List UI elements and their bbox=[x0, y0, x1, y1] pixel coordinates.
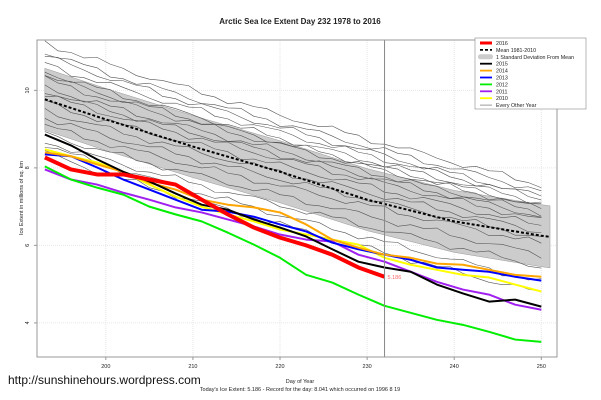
every-other-year-line bbox=[44, 95, 542, 218]
x-tick-label: 250 bbox=[537, 364, 546, 370]
every-other-year-line bbox=[44, 124, 542, 244]
series-line-2016 bbox=[44, 155, 386, 279]
every-other-year-line bbox=[44, 55, 542, 197]
legend-label: 2011 bbox=[496, 89, 507, 95]
y-tick-label: 8 bbox=[25, 166, 31, 169]
current-value-label: 5.186 bbox=[388, 275, 402, 281]
y-axis-label: Ice Extent in millions of sq. km bbox=[19, 161, 25, 235]
legend-label: 2010 bbox=[496, 96, 508, 102]
legend-label: Mean 1981-2010 bbox=[496, 48, 536, 54]
legend-label: 2013 bbox=[496, 76, 508, 82]
plot-frame bbox=[36, 39, 558, 358]
every-other-year-line bbox=[44, 40, 542, 189]
legend-label: 2014 bbox=[496, 69, 508, 75]
legend-label: 2012 bbox=[496, 82, 508, 88]
legend-label: 2015 bbox=[496, 62, 508, 68]
std-dev-band bbox=[44, 67, 551, 269]
footnote: Today's Ice Extent: 5.186 - Record for t… bbox=[200, 387, 400, 393]
series-line-2011 bbox=[44, 168, 542, 311]
x-tick-label: 210 bbox=[188, 364, 197, 370]
legend-swatch bbox=[478, 54, 493, 60]
x-tick-label: 240 bbox=[450, 364, 459, 370]
chart-title: Arctic Sea Ice Extent Day 232 1978 to 20… bbox=[219, 17, 381, 26]
every-other-year-line bbox=[44, 131, 542, 259]
y-tick-label: 10 bbox=[25, 87, 31, 93]
legend-label: 2016 bbox=[496, 41, 508, 47]
every-other-year-line bbox=[44, 75, 542, 209]
every-other-year-line bbox=[44, 84, 542, 217]
site-url: http://sunshinehours.wordpress.com bbox=[8, 373, 201, 387]
series-line-2013 bbox=[44, 153, 542, 282]
every-other-year-line bbox=[44, 93, 542, 218]
x-tick-label: 200 bbox=[101, 364, 110, 370]
mean-line bbox=[44, 98, 551, 238]
every-other-year-line bbox=[44, 118, 542, 237]
y-tick-label: 6 bbox=[25, 244, 31, 247]
legend-label: Every Other Year bbox=[496, 103, 537, 109]
every-other-year-line bbox=[44, 53, 542, 192]
x-axis-label: Day of Year bbox=[286, 379, 315, 385]
every-other-year-line bbox=[44, 62, 542, 201]
every-other-year-line bbox=[44, 108, 542, 233]
legend-box bbox=[474, 37, 587, 110]
every-other-year-line bbox=[44, 71, 542, 204]
x-tick-label: 220 bbox=[275, 364, 284, 370]
y-tick-label: 4 bbox=[25, 321, 31, 324]
x-tick-label: 230 bbox=[363, 364, 372, 370]
series-line-2012 bbox=[44, 165, 542, 343]
legend-label: 1 Standard Deviation From Mean bbox=[496, 55, 574, 61]
every-other-year-line bbox=[44, 142, 542, 269]
